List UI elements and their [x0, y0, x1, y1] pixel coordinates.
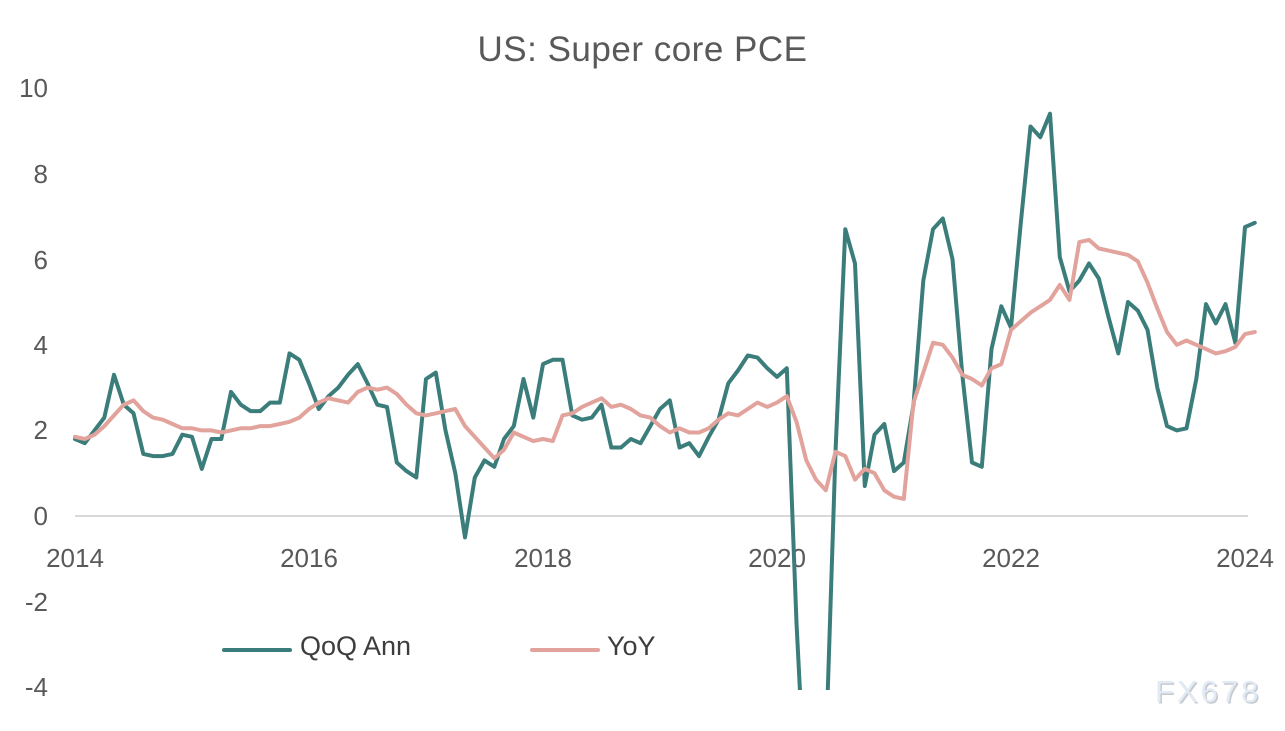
y-tick-label: 4: [33, 330, 48, 360]
y-tick-label: 8: [33, 159, 48, 189]
x-tick-label: 2016: [280, 543, 338, 573]
y-tick-label: 10: [19, 73, 48, 103]
legend-line-qoq-ann: [222, 648, 292, 652]
x-tick-label: 2018: [514, 543, 572, 573]
x-tick-label: 2024: [1216, 543, 1274, 573]
x-tick-label: 2022: [982, 543, 1040, 573]
y-tick-label: -4: [24, 672, 48, 702]
series-line-qoq-ann: [73, 111, 1257, 690]
legend-label-qoq-ann: QoQ Ann: [300, 631, 412, 661]
y-tick-label: 0: [33, 501, 48, 531]
y-tick-label: 2: [33, 415, 48, 445]
y-tick-label: 6: [33, 245, 48, 275]
chart-title: US: Super core PCE: [477, 30, 808, 69]
legend-line-yoy: [530, 648, 600, 652]
watermark: FX678: [1155, 674, 1262, 709]
x-tick-label: 2014: [46, 543, 104, 573]
legend-label-yoy: YoY: [607, 631, 656, 661]
y-tick-label: -2: [24, 587, 48, 617]
series-line-yoy: [73, 237, 1257, 501]
